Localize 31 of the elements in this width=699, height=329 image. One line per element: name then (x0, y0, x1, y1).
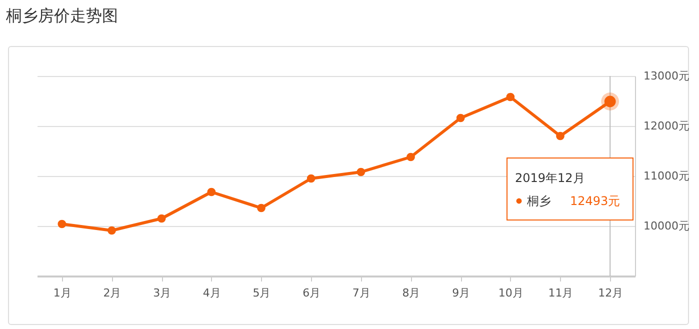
y-tick-label: 13000元 (644, 70, 690, 82)
point (556, 132, 564, 140)
point (356, 168, 366, 176)
x-tick-label: 1月 (53, 286, 72, 300)
point (157, 214, 166, 223)
x-tick-label: 8月 (402, 286, 420, 300)
annotation: 12493元 (570, 194, 620, 208)
x-tick-label: 4月 (202, 286, 221, 300)
x-tick-label: 2月 (103, 286, 122, 300)
x-tick-label: 7月 (352, 286, 370, 300)
chart-title: 桐乡房价走势图 (6, 6, 118, 27)
point (406, 152, 415, 162)
y-tick-label: 12000元 (644, 120, 690, 132)
point (58, 220, 66, 228)
annotation: 2019年12月 (515, 171, 585, 185)
point (456, 114, 465, 122)
point (257, 204, 266, 212)
y-tick-label: 11000元 (644, 170, 690, 182)
x-tick-label: 6月 (302, 286, 321, 300)
point (108, 226, 116, 235)
x-tick-label: 10月 (498, 286, 524, 300)
y-tick-label: 10000元 (644, 220, 690, 232)
x-tick-label: 11月 (548, 286, 574, 300)
x-tick-label: 5月 (252, 286, 271, 300)
x-tick-label: 9月 (452, 286, 470, 300)
legend-label: 桐乡 (526, 194, 551, 208)
point (207, 188, 216, 196)
point (306, 174, 316, 183)
x-tick-label: 3月 (153, 286, 172, 300)
point (506, 92, 515, 102)
x-tick-label: 12月 (598, 286, 624, 300)
